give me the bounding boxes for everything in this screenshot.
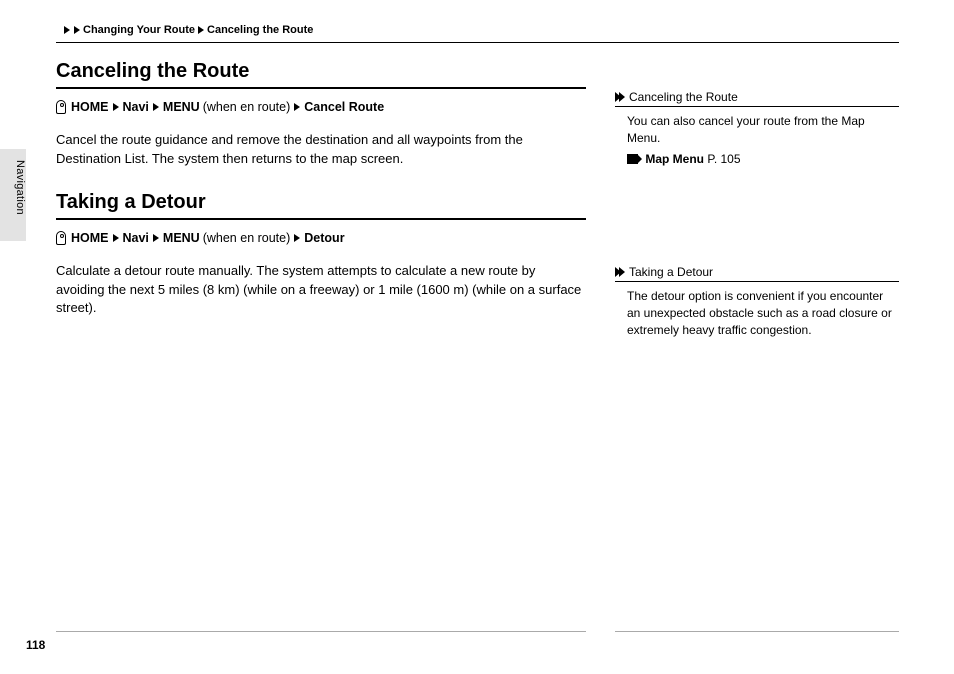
nav-path: HOME Navi MENU (when en route) Cancel Ro…: [56, 97, 586, 117]
main-column: Canceling the Route HOME Navi MENU (when…: [56, 60, 586, 340]
chevron-icon: [294, 234, 300, 242]
section-cancel-route: Canceling the Route HOME Navi MENU (when…: [56, 60, 586, 169]
side-note-ref: Map Menu P. 105: [627, 151, 899, 168]
ref-page: P. 105: [707, 152, 740, 166]
side-note-head: Canceling the Route: [615, 90, 899, 107]
home-icon: [56, 231, 66, 245]
side-note-body: You can also cancel your route from the …: [615, 113, 899, 167]
chevron-icon: [64, 26, 70, 34]
bottom-rule: [615, 631, 899, 632]
section-body: Calculate a detour route manually. The s…: [56, 262, 586, 319]
side-note-body: The detour option is convenient if you e…: [615, 288, 899, 338]
side-note-title: Taking a Detour: [629, 265, 713, 279]
section-body: Cancel the route guidance and remove the…: [56, 131, 586, 169]
path-home: HOME: [71, 228, 109, 248]
double-chevron-icon: [615, 267, 627, 277]
chevron-icon: [294, 103, 300, 111]
chevron-icon: [74, 26, 80, 34]
path-step: Detour: [304, 228, 344, 248]
home-icon: [56, 100, 66, 114]
side-note-title: Canceling the Route: [629, 90, 738, 104]
path-step: Cancel Route: [304, 97, 384, 117]
side-column: Canceling the Route You can also cancel …: [615, 90, 899, 437]
side-note: Canceling the Route You can also cancel …: [615, 90, 899, 167]
section-title: Taking a Detour: [56, 191, 586, 220]
side-note-head: Taking a Detour: [615, 265, 899, 282]
path-step: Navi: [123, 97, 149, 117]
side-note-text: The detour option is convenient if you e…: [627, 289, 892, 337]
chevron-icon: [113, 103, 119, 111]
section-detour: Taking a Detour HOME Navi MENU (when en …: [56, 191, 586, 319]
nav-path: HOME Navi MENU (when en route) Detour: [56, 228, 586, 248]
side-tab-label: Navigation: [14, 160, 26, 215]
ref-label: Map Menu: [645, 152, 704, 166]
path-step: Navi: [123, 228, 149, 248]
chevron-icon: [153, 103, 159, 111]
breadcrumb-level-2: Canceling the Route: [207, 24, 313, 36]
page-number: 118: [26, 638, 45, 652]
double-chevron-icon: [615, 92, 627, 102]
side-note: Taking a Detour The detour option is con…: [615, 265, 899, 338]
path-step: MENU: [163, 228, 200, 248]
breadcrumb: Changing Your Route Canceling the Route: [63, 24, 313, 36]
link-arrow-icon: [627, 154, 638, 164]
chevron-icon: [153, 234, 159, 242]
section-title: Canceling the Route: [56, 60, 586, 89]
chevron-icon: [198, 26, 204, 34]
side-note-text: You can also cancel your route from the …: [627, 114, 865, 145]
path-step: MENU: [163, 97, 200, 117]
chevron-icon: [113, 234, 119, 242]
path-paren: (when en route): [203, 97, 291, 117]
breadcrumb-level-1: Changing Your Route: [83, 24, 195, 36]
top-rule: [56, 42, 899, 43]
bottom-rule: [56, 631, 586, 632]
path-paren: (when en route): [203, 228, 291, 248]
path-home: HOME: [71, 97, 109, 117]
